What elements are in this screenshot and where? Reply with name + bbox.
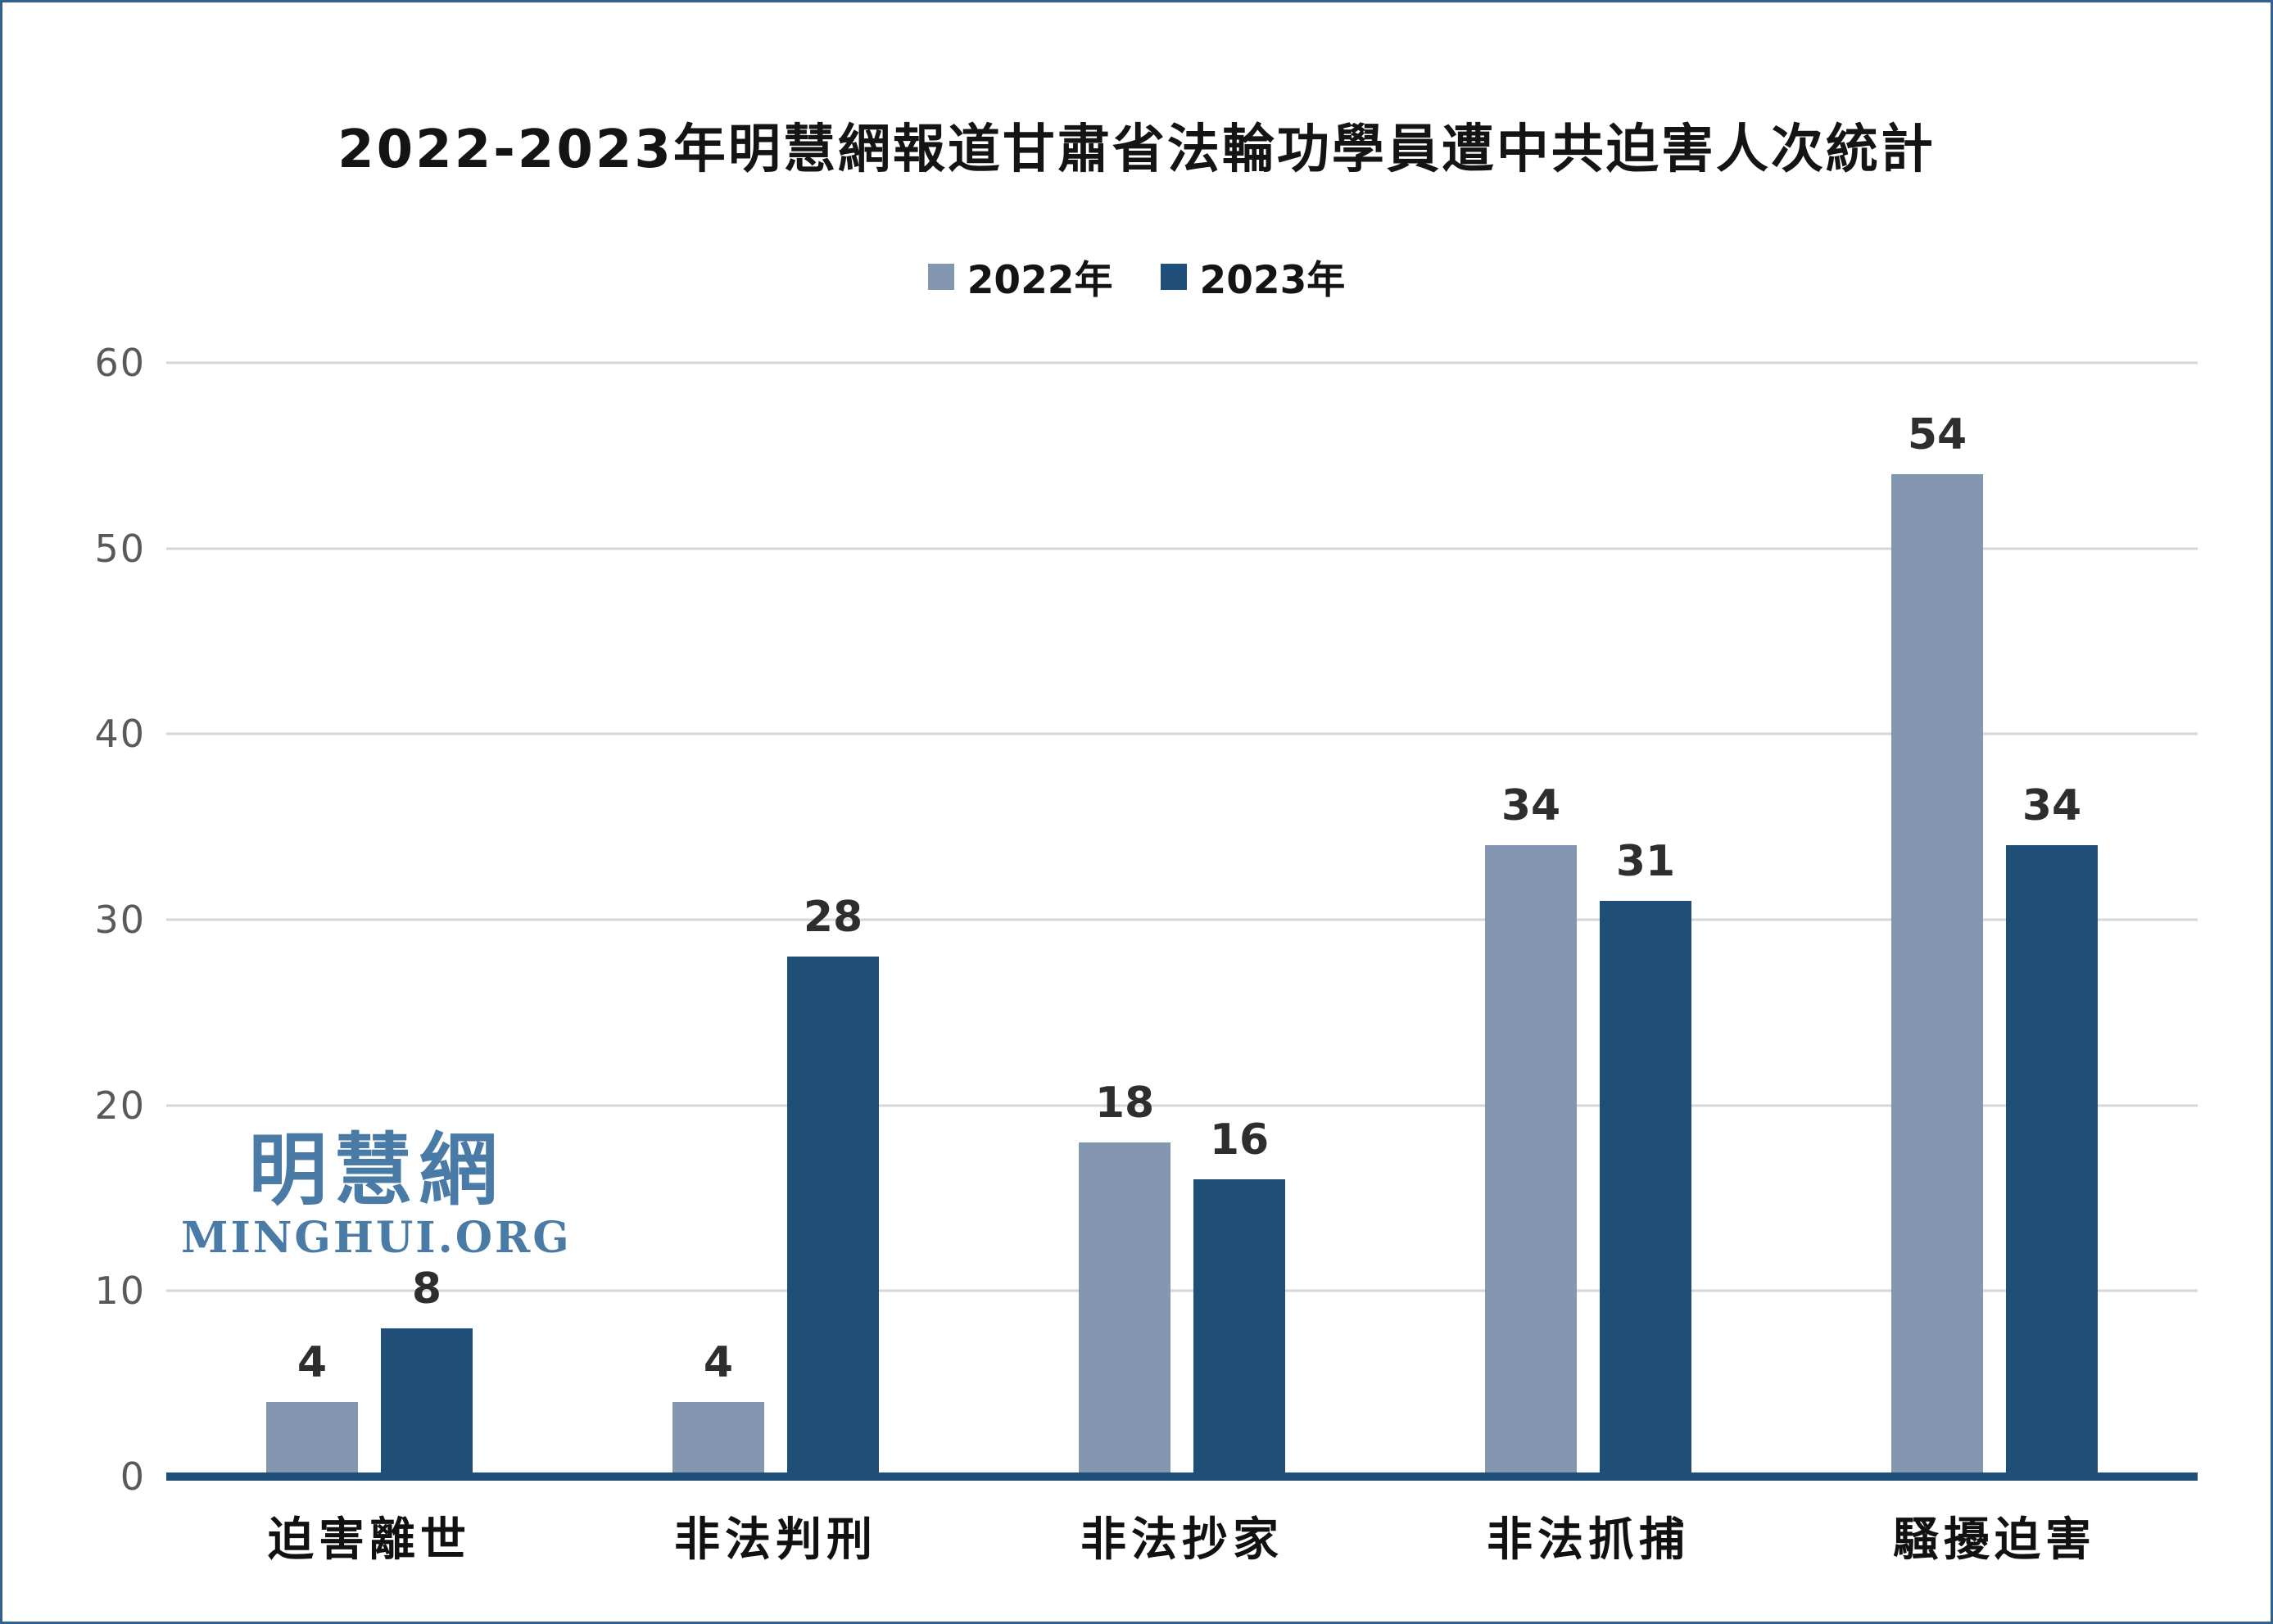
bar-wrap: 54 <box>1891 410 1983 1477</box>
category-label: 騷擾迫害 <box>1893 1513 2096 1567</box>
bar-2023年 <box>1600 901 1691 1477</box>
bar-2023年 <box>1193 1179 1285 1477</box>
legend-item-2022: 2022年 <box>927 248 1113 305</box>
bar-value-label: 4 <box>297 1338 328 1388</box>
y-tick-label-20: 20 <box>94 1083 146 1128</box>
category-axis: 迫害離世 非法判刑 非法抄家 非法抓捕 騷擾迫害 <box>166 1503 2198 1569</box>
bar-wrap: 8 <box>381 1264 473 1477</box>
y-tick-label-10: 10 <box>94 1269 146 1314</box>
watermark: 明慧網 MINGHUI.ORG <box>181 1131 572 1261</box>
category-label: 非法判刑 <box>674 1513 877 1567</box>
x-axis-line <box>166 1472 2198 1481</box>
bar-group: 54 34 <box>1791 363 2198 1477</box>
y-tick-label-40: 40 <box>94 712 146 757</box>
watermark-url: MINGHUI.ORG <box>181 1213 572 1263</box>
y-tick-label-50: 50 <box>94 526 146 571</box>
gridline-60 <box>166 361 2198 364</box>
category-label: 非法抓捕 <box>1487 1513 1690 1567</box>
bar-value-label: 31 <box>1615 837 1676 887</box>
bar-wrap: 34 <box>1485 781 1577 1477</box>
y-axis: 0 10 20 30 40 50 60 <box>48 341 146 1499</box>
bar-group: 34 31 <box>1385 363 1791 1477</box>
category-label: 非法抄家 <box>1080 1513 1284 1567</box>
legend-label-2023: 2023年 <box>1199 258 1346 303</box>
bar-2022年 <box>1485 845 1577 1477</box>
watermark-chinese: 明慧網 <box>248 1124 505 1216</box>
legend-item-2023: 2023年 <box>1160 248 1346 305</box>
legend-label-2022: 2022年 <box>967 258 1113 303</box>
bar-value-label: 16 <box>1209 1115 1270 1165</box>
bar-2023年 <box>787 957 879 1477</box>
gridline-50 <box>166 547 2198 550</box>
bar-2022年 <box>672 1402 764 1477</box>
bar-groups: 4 8 4 28 18 16 34 31 54 34 <box>166 363 2198 1477</box>
y-tick-label-60: 60 <box>94 341 146 385</box>
gridline-40 <box>166 732 2198 735</box>
bar-wrap: 16 <box>1193 1115 1285 1477</box>
bar-wrap: 18 <box>1079 1079 1170 1477</box>
legend-swatch-2023-icon <box>1160 263 1187 290</box>
bar-2023年 <box>381 1328 473 1477</box>
bar-wrap: 4 <box>266 1338 358 1477</box>
bar-2022年 <box>1891 474 1983 1477</box>
bar-group: 4 28 <box>573 363 979 1477</box>
bar-value-label: 34 <box>2022 781 2082 831</box>
bar-value-label: 54 <box>1907 410 1967 459</box>
bar-wrap: 34 <box>2006 781 2098 1477</box>
bar-wrap: 31 <box>1600 837 1691 1477</box>
bar-2022年 <box>266 1402 358 1477</box>
bar-value-label: 4 <box>703 1338 734 1388</box>
bar-value-label: 34 <box>1501 781 1561 831</box>
y-tick-label-0: 0 <box>120 1454 146 1499</box>
gridline-10 <box>166 1289 2198 1292</box>
bar-2022年 <box>1079 1142 1170 1477</box>
bar-value-label: 8 <box>411 1264 442 1314</box>
plot-area: 4 8 4 28 18 16 34 31 54 34 <box>166 361 2198 1481</box>
bar-wrap: 28 <box>787 893 879 1477</box>
bar-wrap: 4 <box>672 1338 764 1477</box>
bar-group: 18 16 <box>979 363 1385 1477</box>
y-tick-label-30: 30 <box>94 898 146 942</box>
gridline-20 <box>166 1104 2198 1107</box>
chart-title: 2022-2023年明慧網報道甘肅省法輪功學員遭中共迫害人次統計 <box>337 120 1936 180</box>
category-label: 迫害離世 <box>268 1513 471 1567</box>
bar-value-label: 18 <box>1094 1079 1155 1128</box>
gridline-30 <box>166 918 2198 921</box>
legend: 2022年 2023年 <box>2 248 2271 305</box>
bar-2023年 <box>2006 845 2098 1477</box>
bar-value-label: 28 <box>803 893 863 943</box>
legend-swatch-2022-icon <box>927 263 954 290</box>
